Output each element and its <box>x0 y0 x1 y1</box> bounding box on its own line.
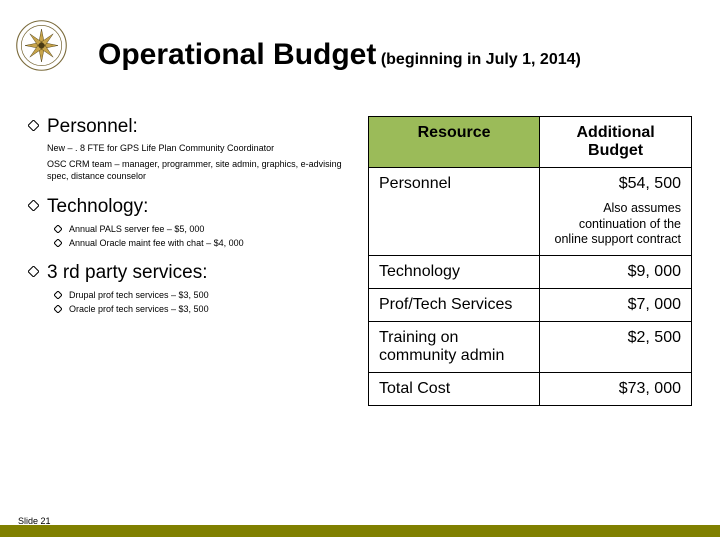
table-cell-resource: Technology <box>369 255 540 288</box>
budget-table-container: Resource Additional Budget Personnel$54,… <box>368 116 692 406</box>
minnesota-logo <box>14 18 69 73</box>
title-sub: (beginning in July 1, 2014) <box>381 51 581 68</box>
sub-bullet-text: Annual PALS server fee – $5, 000 <box>69 224 204 234</box>
bullet-icon <box>28 120 39 131</box>
title-main: Operational Budget <box>98 38 376 71</box>
table-cell-resource: Personnel <box>369 168 540 256</box>
sub-bullet-item: Oracle prof tech services – $3, 500 <box>54 304 358 314</box>
table-cell-resource: Prof/Tech Services <box>369 288 540 321</box>
bullet-icon <box>54 225 62 233</box>
bullet-icon <box>28 266 39 277</box>
table-cell-resource: Training on community admin <box>369 321 540 372</box>
bullet-label: 3 rd party services: <box>47 262 208 284</box>
table-row: Prof/Tech Services$7, 000 <box>369 288 692 321</box>
sub-bullet-text: Drupal prof tech services – $3, 500 <box>69 290 209 300</box>
table-row: Personnel$54, 500Also assumes continuati… <box>369 168 692 256</box>
table-cell-value: $73, 000 <box>540 372 692 405</box>
sub-bullet-item: Drupal prof tech services – $3, 500 <box>54 290 358 300</box>
budget-table: Resource Additional Budget Personnel$54,… <box>368 116 692 406</box>
table-row: Total Cost$73, 000 <box>369 372 692 405</box>
table-cell-resource: Total Cost <box>369 372 540 405</box>
sub-bullet-text: Annual Oracle maint fee with chat – $4, … <box>69 238 244 248</box>
slide-title: Operational Budget (beginning in July 1,… <box>98 38 692 72</box>
bullet-item: Technology: Annual PALS server fee – $5, … <box>28 196 358 248</box>
table-row: Technology$9, 000 <box>369 255 692 288</box>
bullet-icon <box>54 239 62 247</box>
bullet-icon <box>54 291 62 299</box>
table-header-resource: Resource <box>369 117 540 168</box>
table-row: Training on community admin$2, 500 <box>369 321 692 372</box>
bullet-item: Personnel: New – . 8 FTE for GPS Life Pla… <box>28 116 358 182</box>
content-area: Personnel: New – . 8 FTE for GPS Life Pla… <box>28 116 692 406</box>
bullet-icon <box>28 200 39 211</box>
bullet-note: New – . 8 FTE for GPS Life Plan Communit… <box>47 142 358 154</box>
bullet-icon <box>54 305 62 313</box>
table-cell-value: $9, 000 <box>540 255 692 288</box>
table-cell-value: $54, 500Also assumes continuation of the… <box>540 168 692 256</box>
table-cell-value: $2, 500 <box>540 321 692 372</box>
sub-bullet-item: Annual Oracle maint fee with chat – $4, … <box>54 238 358 248</box>
bullet-note: OSC CRM team – manager, programmer, site… <box>47 158 358 182</box>
bullet-list: Personnel: New – . 8 FTE for GPS Life Pla… <box>28 116 368 406</box>
table-header-budget: Additional Budget <box>540 117 692 168</box>
footer-rule <box>0 525 720 537</box>
table-cell-note: Also assumes continuation of the online … <box>550 201 681 248</box>
bullet-label: Personnel: <box>47 116 358 138</box>
sub-bullet-item: Annual PALS server fee – $5, 000 <box>54 224 358 234</box>
slide: Operational Budget (beginning in July 1,… <box>0 0 720 540</box>
bullet-item: 3 rd party services: Drupal prof tech ser… <box>28 262 358 314</box>
sub-bullet-text: Oracle prof tech services – $3, 500 <box>69 304 209 314</box>
bullet-label: Technology: <box>47 196 148 218</box>
table-cell-value: $7, 000 <box>540 288 692 321</box>
